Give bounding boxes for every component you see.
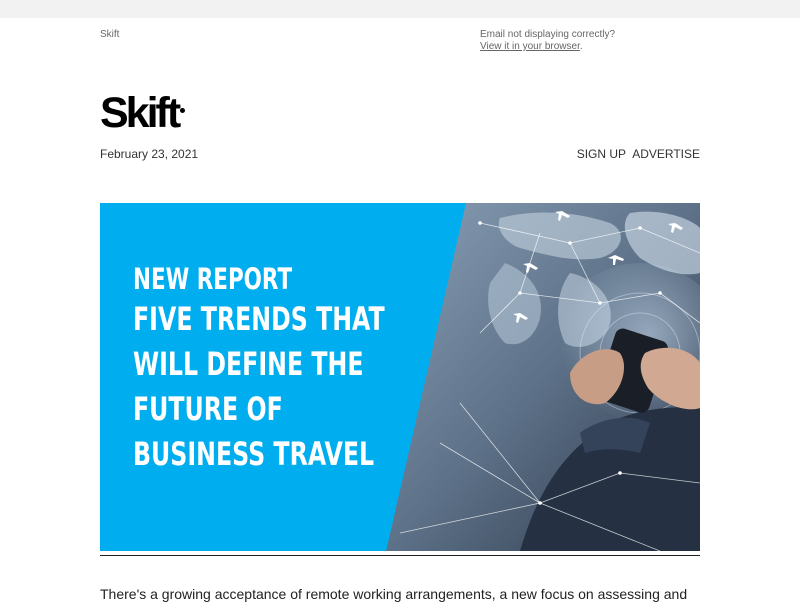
sign-up-link[interactable]: SIGN UP <box>576 147 626 161</box>
view-in-browser-link[interactable]: View it in your browser <box>480 41 580 52</box>
right-hand <box>640 347 700 410</box>
map-shape-north <box>498 212 621 260</box>
map-shape-south <box>488 263 541 345</box>
header-nav: SIGN UP ADVERTISE <box>574 147 700 161</box>
issue-date: February 23, 2021 <box>100 147 199 161</box>
airplane-icon <box>608 255 624 265</box>
preheader: Skift Email not displaying correctly? Vi… <box>100 29 700 55</box>
preheader-notice: Email not displaying correctly? View it … <box>480 29 615 53</box>
intro-paragraph: There's a growing acceptance of remote w… <box>100 586 688 602</box>
notice-text: Email not displaying correctly? <box>480 29 616 40</box>
advertise-link[interactable]: ADVERTISE <box>632 147 700 161</box>
logo-wordmark: Skift <box>100 89 181 137</box>
trailing-period: . <box>579 41 583 52</box>
hero-image <box>100 203 700 551</box>
blue-panel <box>100 203 466 551</box>
airplane-icons <box>513 211 683 323</box>
logo-dot-icon <box>180 108 186 113</box>
airplane-icon <box>668 223 683 233</box>
dateline: February 23, 2021 SIGN UP ADVERTISE <box>100 147 700 163</box>
suit-body <box>520 407 700 551</box>
browser-link-row: View it in your browser. <box>480 41 615 53</box>
hero-banner[interactable]: NEW REPORT FIVE TRENDS THAT WILL DEFINE … <box>100 203 700 551</box>
network-nodes <box>478 221 662 505</box>
top-band <box>0 0 800 18</box>
hero-kicker: NEW REPORT <box>133 262 293 296</box>
airplane-icon <box>555 211 570 221</box>
left-hand <box>570 349 625 405</box>
hero-text: NEW REPORT FIVE TRENDS THAT WILL DEFINE … <box>133 261 385 477</box>
divider <box>100 555 700 556</box>
airplane-icon <box>523 263 538 273</box>
preheader-brand: Skift <box>100 29 120 40</box>
airplane-icon <box>513 313 528 323</box>
skift-logo[interactable]: Skift <box>100 90 230 136</box>
hero-headline: FIVE TRENDS THAT WILL DEFINE THE FUTURE … <box>133 300 385 473</box>
